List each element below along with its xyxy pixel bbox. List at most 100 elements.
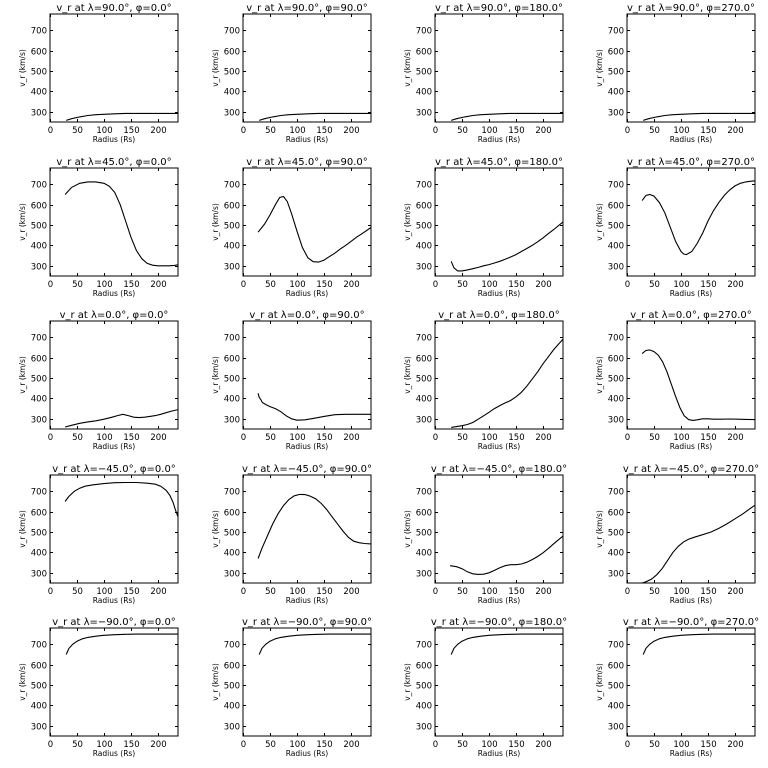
chart-title: v_r at λ=45.0°, φ=180.0° [435,157,563,168]
x-axis-label: Radius (Rs) [286,596,329,605]
x-axis-label: Radius (Rs) [93,596,136,605]
chart-panel: v_r at λ=90.0°, φ=0.0° 0 50 100 150 200 300 400… [18,3,179,144]
y-tick-label: 700 [224,641,240,651]
x-tick-label: 150 [123,587,139,597]
chart-panel: v_r at λ=0.0°, φ=270.0° 0 50 100 150 200 300 40… [595,310,756,451]
series-line [64,409,179,428]
series-line [643,112,755,121]
x-tick-label: 50 [265,433,276,443]
x-tick-label: 0 [48,280,53,290]
x-tick-label: 150 [700,126,716,136]
x-tick-label: 100 [673,280,689,290]
y-tick-label: 700 [416,334,432,344]
y-tick-label: 600 [224,48,240,58]
series-line [451,338,564,428]
x-axis-label: Radius (Rs) [93,135,136,144]
y-axis-label: v_r (km/s) [18,510,27,548]
y-tick-label: 600 [608,202,624,212]
y-tick-label: 300 [224,723,240,733]
x-axis-label: Radius (Rs) [670,289,713,298]
y-tick-label: 500 [31,68,47,78]
y-axis-label: v_r (km/s) [595,203,604,241]
chart-title: v_r at λ=45.0°, φ=0.0° [56,157,171,168]
y-axis-label: v_r (km/s) [403,49,412,87]
x-axis-label: Radius (Rs) [93,442,136,451]
plot-frame [242,13,372,123]
x-tick-label: 100 [289,126,305,136]
y-tick-label: 600 [608,48,624,58]
x-tick-label: 0 [433,740,438,750]
y-tick-label: 400 [31,242,47,252]
y-tick-label: 300 [416,416,432,426]
series-line [450,535,564,575]
plot-frame [242,320,372,430]
chart-title: v_r at λ=0.0°, φ=0.0° [60,310,169,321]
y-tick-label: 300 [608,570,624,580]
y-tick-label: 400 [416,395,432,405]
y-tick-label: 500 [224,375,240,385]
x-tick-label: 50 [265,280,276,290]
y-tick-label: 300 [31,723,47,733]
x-tick-label: 0 [433,126,438,136]
y-tick-label: 400 [416,549,432,559]
x-tick-label: 0 [625,740,630,750]
y-tick-label: 300 [608,263,624,273]
x-tick-label: 0 [48,587,53,597]
chart-title: v_r at λ=0.0°, φ=180.0° [438,310,560,321]
x-tick-label: 0 [241,126,246,136]
x-tick-label: 150 [123,126,139,136]
y-axis-label: v_r (km/s) [595,663,604,701]
y-tick-label: 400 [608,702,624,712]
x-tick-label: 150 [508,126,524,136]
x-axis-label: Radius (Rs) [478,442,521,451]
y-axis-label: v_r (km/s) [211,49,220,87]
x-tick-label: 0 [625,280,630,290]
y-tick-label: 700 [31,334,47,344]
x-tick-label: 50 [649,740,660,750]
series-line [641,180,756,256]
chart-panel: v_r at λ=−45.0°, φ=180.0° 0 50 100 150 200 300… [403,464,567,605]
x-tick-label: 150 [316,587,332,597]
y-tick-label: 700 [31,181,47,191]
x-tick-label: 0 [433,280,438,290]
y-tick-label: 400 [31,702,47,712]
x-tick-label: 0 [433,433,438,443]
y-tick-label: 500 [608,68,624,78]
y-tick-label: 300 [224,416,240,426]
plot-frame [434,167,564,277]
chart-title: v_r at λ=−45.0°, φ=180.0° [431,464,567,475]
x-tick-label: 0 [48,740,53,750]
y-axis-label: v_r (km/s) [18,203,27,241]
chart-title: v_r at λ=90.0°, φ=0.0° [56,3,171,14]
y-tick-label: 400 [608,88,624,98]
y-axis-label: v_r (km/s) [403,356,412,394]
x-tick-label: 150 [508,433,524,443]
chart-title: v_r at λ=−45.0°, φ=90.0° [242,464,372,475]
x-tick-label: 100 [481,280,497,290]
y-tick-label: 500 [416,682,432,692]
x-axis-label: Radius (Rs) [670,596,713,605]
y-tick-label: 300 [224,263,240,273]
x-tick-label: 50 [649,587,660,597]
y-tick-label: 500 [224,682,240,692]
x-tick-label: 150 [316,740,332,750]
y-tick-label: 700 [416,641,432,651]
y-tick-label: 600 [31,509,47,519]
y-tick-label: 600 [608,355,624,365]
chart-title: v_r at λ=45.0°, φ=270.0° [627,157,755,168]
x-tick-label: 150 [316,126,332,136]
chart-panel: v_r at λ=0.0°, φ=0.0° 0 50 100 150 200 300 400 5… [18,310,179,451]
chart-title: v_r at λ=45.0°, φ=90.0° [246,157,368,168]
x-tick-label: 150 [700,740,716,750]
y-tick-label: 600 [416,662,432,672]
y-tick-label: 500 [416,68,432,78]
series-line [258,633,371,655]
x-tick-label: 100 [673,126,689,136]
x-tick-label: 100 [289,433,305,443]
chart-title: v_r at λ=−45.0°, φ=270.0° [623,464,759,475]
x-tick-label: 100 [673,433,689,443]
x-axis-label: Radius (Rs) [93,749,136,758]
chart-title: v_r at λ=−90.0°, φ=90.0° [242,617,372,628]
y-tick-label: 600 [31,355,47,365]
y-tick-label: 700 [31,641,47,651]
